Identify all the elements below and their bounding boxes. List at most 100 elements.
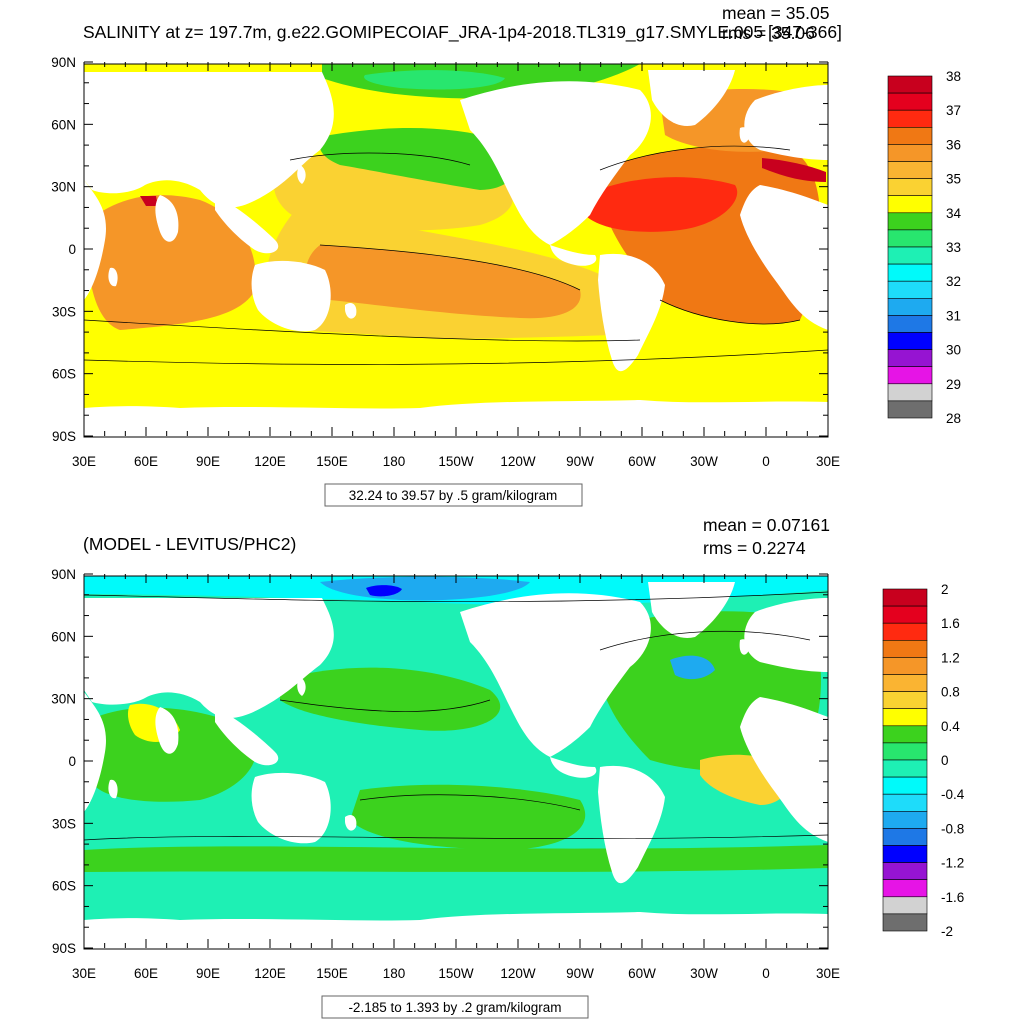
top-colorbar-swatch — [887, 400, 933, 419]
bottom-colorbar-swatch — [882, 639, 928, 658]
bottom-mean-label: mean = 0.07161 — [703, 515, 830, 535]
top-x-tick-label: 60W — [628, 454, 656, 469]
top-rms-label: rms = 35.06 — [722, 23, 815, 43]
top-land-greenland — [648, 70, 735, 126]
bottom-contour-line — [359, 794, 581, 811]
bottom-land-se-asia — [215, 707, 279, 766]
top-land-se-asia — [215, 195, 279, 254]
top-colorbar-label: 28 — [946, 411, 961, 426]
top-info-box: 32.24 to 39.57 by .5 gram/kilogram — [324, 483, 583, 507]
bottom-land-greenland — [648, 582, 735, 638]
bottom-colorbar-swatch — [882, 742, 928, 761]
bottom-panel: (MODEL - LEVITUS/PHC2) mean = 0.07161 rm… — [51, 515, 965, 1019]
bottom-x-tick-label: 120W — [500, 966, 536, 981]
bottom-anomaly-region-indian — [90, 707, 257, 802]
bottom-x-tick-label: 150W — [438, 966, 474, 981]
bottom-land — [84, 582, 828, 922]
bottom-colorbar-swatch — [882, 708, 928, 727]
top-land-south-america — [598, 253, 665, 372]
bottom-colorbar-swatch — [882, 657, 928, 675]
bottom-colorbar-swatch — [882, 725, 928, 744]
top-y-tick-label: 60S — [52, 367, 76, 382]
top-colorbar-swatch — [887, 144, 933, 162]
bottom-land-antarctica — [84, 912, 828, 922]
top-y-tick-label: 90N — [51, 55, 76, 70]
top-salinity-region-mediterranean — [762, 158, 826, 182]
top-colorbar-swatch — [887, 297, 933, 316]
top-mean-label: mean = 35.05 — [722, 3, 830, 23]
bottom-colorbar-swatch — [882, 896, 928, 915]
top-y-tick-label: 90S — [52, 429, 76, 444]
top-x-tick-label: 120W — [500, 454, 536, 469]
top-colorbar-swatch — [887, 75, 933, 94]
bottom-y-tick-label: 60N — [51, 629, 76, 644]
bottom-land-india — [155, 707, 179, 754]
top-x-tick-label: 90E — [196, 454, 220, 469]
top-salinity-region-arctic-core — [364, 70, 505, 90]
top-salinity-region-red-sea — [140, 196, 158, 206]
bottom-colorbar-label: -0.4 — [941, 787, 965, 802]
bottom-colorbar-swatch — [882, 622, 928, 641]
top-x-axis: 30E 60E 90E 120E 150E 180 150W 120W 90W 60W 30W 0 30… — [72, 62, 840, 469]
bottom-land-australia — [251, 772, 331, 844]
top-contour-line — [599, 145, 791, 171]
top-map — [83, 63, 829, 438]
top-colorbar-swatch — [887, 263, 933, 282]
top-colorbar-swatch — [887, 280, 933, 299]
top-title: SALINITY at z= 197.7m, g.e22.GOMIPECOIAF… — [83, 22, 842, 43]
top-land-central-america — [550, 245, 597, 266]
top-x-tick-label: 180 — [383, 454, 406, 469]
top-info-box-text: 32.24 to 39.57 by .5 gram/kilogram — [349, 488, 558, 503]
top-colorbar-swatch — [887, 366, 933, 385]
bottom-anomaly-region-labrador — [670, 655, 715, 680]
top-colorbar-swatch — [887, 246, 933, 265]
top-colorbar-swatch — [887, 195, 933, 214]
top-salinity-region-indian — [87, 195, 256, 330]
top-salinity-region-south-pacific-core — [306, 245, 581, 319]
top-colorbar-swatch — [887, 127, 933, 145]
bottom-colorbar-swatch — [882, 845, 928, 863]
top-colorbar-swatch — [887, 332, 933, 350]
bottom-land-uk — [739, 639, 750, 655]
bottom-contour-line — [279, 699, 491, 712]
bottom-colorbar-label: 0.4 — [941, 719, 960, 734]
top-land — [84, 70, 828, 410]
top-colorbar-swatch — [887, 315, 933, 333]
bottom-y-tick-label: 60S — [52, 879, 76, 894]
top-contour-line — [83, 349, 829, 365]
bottom-colorbar-label: -1.2 — [941, 856, 964, 871]
bottom-rms-label: rms = 0.2274 — [703, 538, 806, 558]
bottom-colorbar-swatch — [882, 605, 928, 624]
top-x-tick-label: 150W — [438, 454, 474, 469]
bottom-colorbar-swatch — [882, 913, 928, 932]
bottom-x-tick-label: 0 — [762, 966, 770, 981]
bottom-colorbar-label: -2 — [941, 924, 953, 939]
bottom-colorbar-swatch — [882, 776, 928, 795]
bottom-colorbar-swatch — [882, 810, 928, 829]
top-contour-line — [83, 319, 641, 342]
top-info-box-frame — [324, 483, 583, 507]
top-contours — [83, 145, 829, 365]
bottom-anomaly-region-arctic-min — [366, 585, 402, 597]
bottom-land-madagascar — [108, 779, 118, 799]
top-y-tick-label: 30S — [52, 304, 76, 319]
bottom-colorbar-swatch — [882, 674, 928, 692]
top-colorbar-swatch — [887, 229, 933, 248]
bottom-land-central-america — [550, 757, 597, 778]
top-land-africa-east — [84, 180, 106, 300]
bottom-land-africa-east — [84, 692, 106, 812]
bottom-x-tick-label: 180 — [383, 966, 406, 981]
bottom-colorbar-label: 1.6 — [941, 616, 960, 631]
top-colorbar-label: 35 — [946, 172, 961, 187]
bottom-colorbar-swatch — [882, 759, 928, 778]
bottom-x-tick-label: 60E — [134, 966, 158, 981]
top-x-tick-label: 90W — [566, 454, 594, 469]
top-x-tick-label: 30E — [816, 454, 840, 469]
top-colorbar-swatch — [887, 109, 933, 128]
bottom-x-tick-label: 150E — [316, 966, 348, 981]
bottom-y-axis: 90N 60N 30N 0 30S 60S 90S — [51, 567, 828, 956]
top-x-tick-label: 0 — [762, 454, 770, 469]
bottom-land-north-america — [460, 593, 651, 757]
top-colorbar-swatch — [887, 212, 933, 231]
top-land-australia — [251, 260, 331, 332]
